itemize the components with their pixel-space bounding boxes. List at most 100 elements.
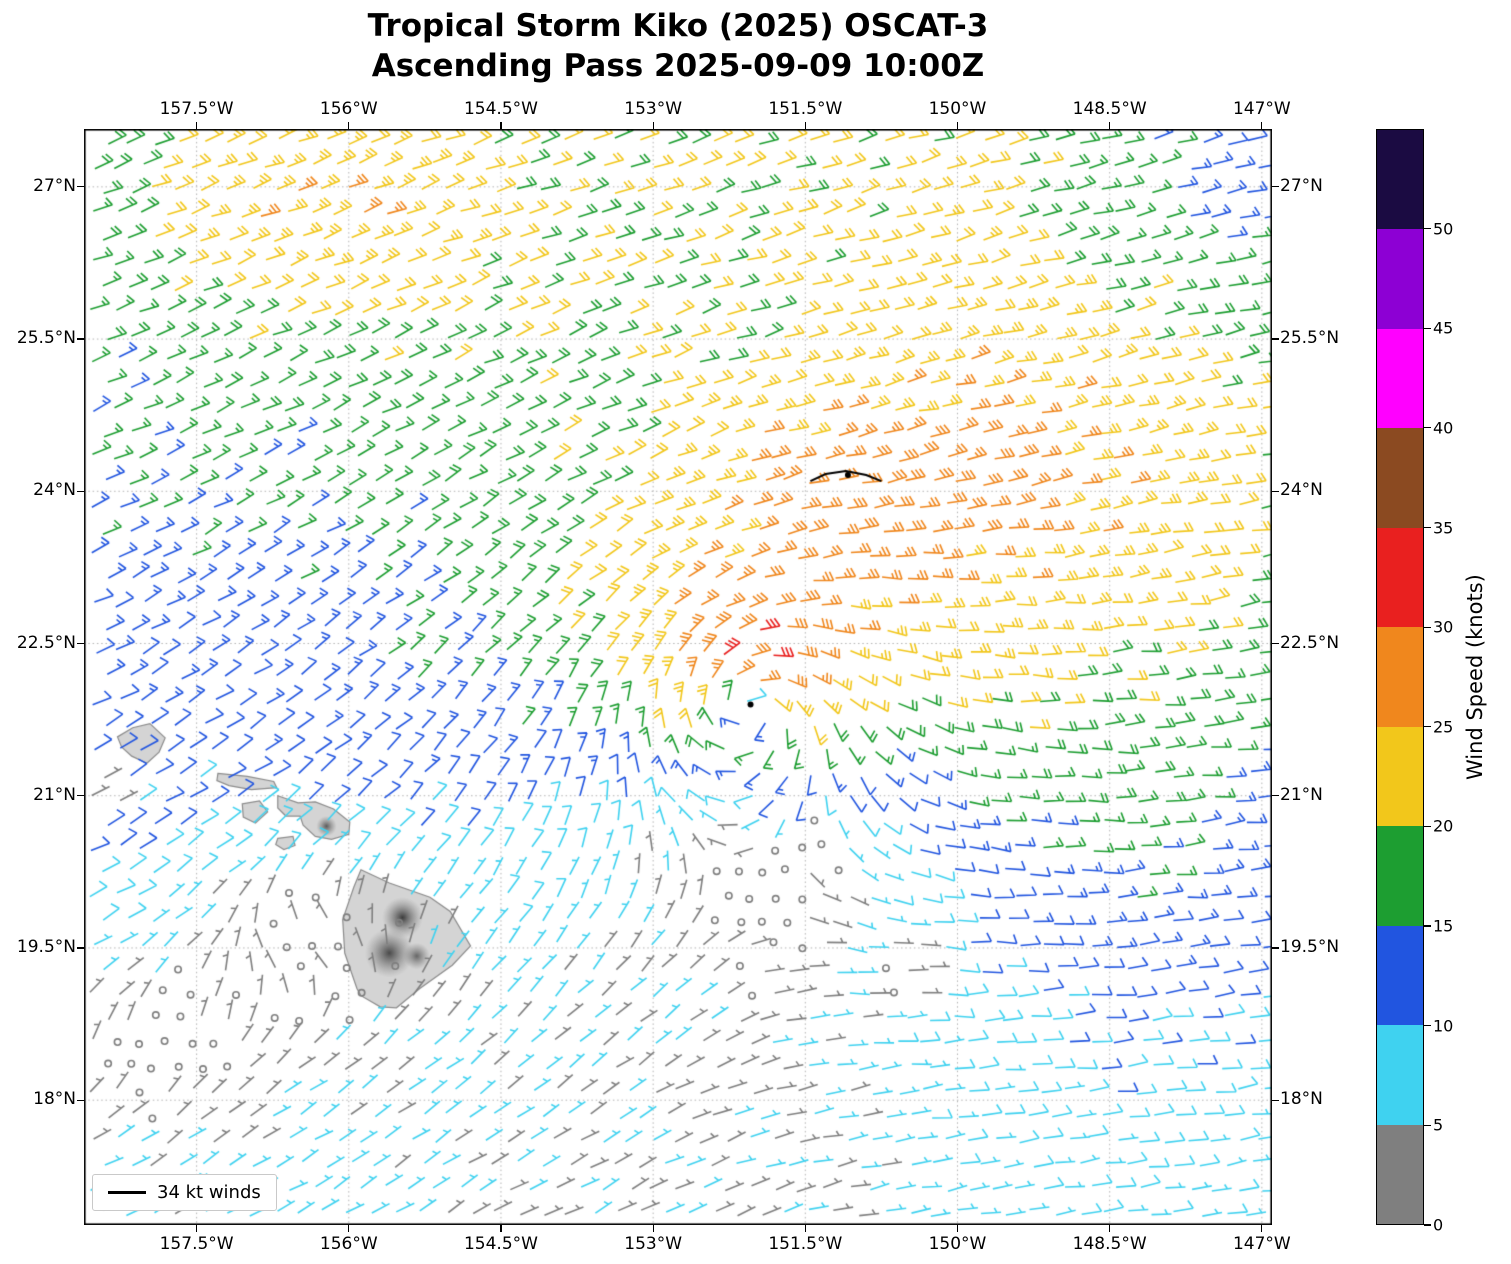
colorbar-tick-mark	[1424, 327, 1431, 329]
lon-tick-label-bottom: 157.5°W	[159, 1234, 234, 1254]
lon-tick-label-bottom: 156°W	[319, 1234, 378, 1254]
lon-tick-label-bottom: 147°W	[1232, 1234, 1291, 1254]
colorbar-tick-label: 25	[1433, 717, 1454, 737]
lat-tick-mark-right	[1272, 338, 1279, 340]
colorbar-segment	[1377, 1025, 1423, 1125]
colorbar-segment	[1377, 925, 1423, 1026]
lon-tick-label-top: 154.5°W	[463, 99, 538, 119]
lat-tick-mark-left	[77, 642, 84, 645]
lon-tick-mark-bottom	[500, 1225, 502, 1232]
colorbar-tick-mark	[1424, 1124, 1431, 1126]
colorbar-segment	[1377, 627, 1423, 727]
colorbar-tick-label: 40	[1433, 418, 1454, 438]
lon-tick-label-top: 157.5°W	[159, 99, 234, 119]
lon-tick-mark-bottom	[956, 1225, 959, 1232]
lon-tick-mark-top	[652, 122, 654, 129]
lat-tick-label-left: 19.5°N	[16, 936, 76, 957]
lat-tick-label-right: 25.5°N	[1280, 328, 1340, 349]
colorbar-tick-mark	[1424, 228, 1431, 230]
lat-tick-mark-right	[1272, 1099, 1279, 1101]
lon-tick-label-top: 156°W	[319, 99, 378, 119]
colorbar-tick-mark	[1424, 1025, 1431, 1027]
chart-title: Tropical Storm Kiko (2025) OSCAT-3 Ascen…	[84, 6, 1272, 87]
lon-tick-label-bottom: 150°W	[928, 1234, 987, 1254]
lon-tick-mark-top	[500, 122, 502, 129]
lon-tick-mark-bottom	[652, 1225, 654, 1232]
lat-tick-mark-right	[1272, 642, 1279, 645]
lon-tick-label-bottom: 153°W	[624, 1234, 683, 1254]
colorbar	[1376, 129, 1424, 1225]
colorbar-tick-mark	[1424, 526, 1431, 529]
colorbar-tick-label: 30	[1433, 617, 1454, 637]
lon-tick-label-bottom: 151.5°W	[768, 1234, 843, 1254]
colorbar-tick-label: 0	[1433, 1215, 1444, 1235]
colorbar-tick-label: 20	[1433, 816, 1454, 836]
lon-tick-mark-bottom	[1261, 1225, 1263, 1232]
colorbar-tick-label: 50	[1433, 219, 1454, 239]
lat-tick-label-left: 27°N	[33, 175, 76, 196]
colorbar-segment	[1377, 726, 1423, 827]
lat-tick-mark-left	[77, 186, 84, 188]
lon-tick-mark-top	[1109, 122, 1111, 129]
colorbar-axis-label: Wind Speed (knots)	[1463, 574, 1487, 780]
colorbar-segment	[1377, 1124, 1423, 1224]
lon-tick-mark-top	[196, 122, 198, 129]
lat-tick-label-right: 18°N	[1280, 1089, 1323, 1110]
lat-tick-label-right: 27°N	[1280, 175, 1323, 196]
lat-tick-mark-right	[1272, 795, 1279, 797]
colorbar-tick-label: 35	[1433, 518, 1454, 538]
colorbar-tick-mark	[1424, 825, 1431, 828]
lon-tick-mark-top	[1261, 122, 1263, 129]
legend-label: 34 kt winds	[157, 1182, 261, 1203]
lon-tick-label-top: 148.5°W	[1072, 99, 1147, 119]
lon-tick-mark-top	[348, 122, 350, 129]
lat-tick-label-right: 22.5°N	[1280, 632, 1340, 653]
colorbar-segment	[1377, 428, 1423, 528]
colorbar-tick-mark	[1424, 427, 1431, 429]
lon-tick-mark-bottom	[804, 1225, 806, 1232]
lon-tick-label-top: 153°W	[624, 99, 683, 119]
lat-tick-mark-left	[77, 795, 84, 797]
colorbar-tick-mark	[1424, 1224, 1431, 1226]
lon-tick-label-top: 147°W	[1232, 99, 1291, 119]
lat-tick-mark-right	[1272, 947, 1279, 949]
wind-barb-map-canvas	[84, 129, 1272, 1225]
lat-tick-label-right: 19.5°N	[1280, 936, 1340, 957]
lat-tick-label-left: 18°N	[33, 1089, 76, 1110]
chart-title-line1: Tropical Storm Kiko (2025) OSCAT-3	[367, 8, 989, 44]
lon-tick-label-top: 150°W	[928, 99, 987, 119]
colorbar-tick-label: 15	[1433, 916, 1454, 936]
chart-title-line2: Ascending Pass 2025-09-09 10:00Z	[371, 48, 985, 85]
lat-tick-label-left: 24°N	[33, 480, 76, 501]
lat-tick-mark-left	[77, 947, 84, 949]
lat-tick-mark-right	[1272, 490, 1279, 492]
lon-tick-mark-bottom	[1109, 1225, 1111, 1232]
colorbar-segment	[1377, 328, 1423, 429]
legend-box: 34 kt winds	[92, 1174, 277, 1211]
lat-tick-label-right: 24°N	[1280, 480, 1323, 501]
lon-tick-mark-bottom	[196, 1225, 198, 1232]
colorbar-tick-mark	[1424, 626, 1431, 628]
colorbar-segment	[1377, 130, 1423, 230]
lon-tick-mark-bottom	[348, 1225, 350, 1232]
legend-line-swatch	[108, 1191, 146, 1194]
lat-tick-label-left: 22.5°N	[16, 632, 76, 653]
colorbar-segment	[1377, 826, 1423, 926]
colorbar-segment	[1377, 527, 1423, 628]
lat-tick-label-left: 21°N	[33, 784, 76, 805]
colorbar-segment	[1377, 229, 1423, 329]
lon-tick-label-top: 151.5°W	[768, 99, 843, 119]
colorbar-tick-label: 10	[1433, 1016, 1454, 1036]
lon-tick-label-bottom: 148.5°W	[1072, 1234, 1147, 1254]
lat-tick-mark-left	[77, 338, 84, 340]
colorbar-tick-mark	[1424, 726, 1431, 728]
lat-tick-mark-left	[77, 1099, 84, 1101]
lon-tick-label-bottom: 154.5°W	[463, 1234, 538, 1254]
lat-tick-mark-left	[77, 490, 84, 492]
lon-tick-mark-top	[956, 122, 959, 129]
colorbar-tick-label: 5	[1433, 1115, 1444, 1135]
colorbar-tick-mark	[1424, 925, 1431, 927]
lat-tick-label-right: 21°N	[1280, 784, 1323, 805]
lat-tick-mark-right	[1272, 186, 1279, 188]
